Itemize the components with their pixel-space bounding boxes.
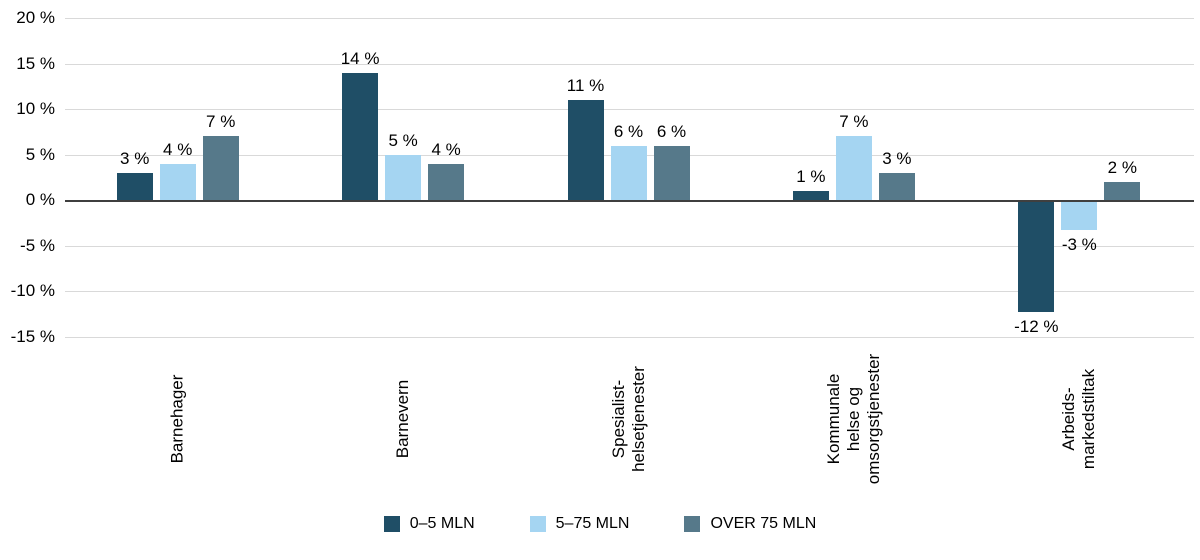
gridline	[65, 109, 1194, 111]
gridline	[65, 337, 1194, 338]
bar-value-label: 4 %	[163, 139, 193, 159]
bar-value-label: 3 %	[120, 148, 150, 168]
bar-barnevern-series-2	[428, 163, 465, 201]
bar-value-label: 6 %	[613, 121, 644, 141]
bar-kommunale-helse-og-omsorgstjenester-series-0	[792, 191, 829, 201]
y-tick-label: 0 %	[25, 190, 55, 210]
bar-barnehager-series-2	[202, 136, 239, 201]
legend-item-1: 5–75 MLN	[529, 515, 630, 532]
legend-label: OVER 75 MLN	[710, 515, 817, 532]
y-tick-label: -10 %	[10, 281, 55, 301]
y-tick-label: 10 %	[16, 99, 55, 119]
bar-barnevern-series-1	[385, 154, 422, 201]
y-tick-label: 20 %	[16, 8, 55, 27]
bar-arbeidsmarkedstiltak-series-0	[1018, 202, 1055, 312]
bar-barnehager-series-1	[159, 163, 196, 201]
bar-spesialisthelsetjenester-series-0	[567, 100, 604, 201]
bar-kommunale-helse-og-omsorgstjenester-series-1	[835, 136, 872, 201]
bar-value-label: 3 %	[882, 148, 912, 168]
category-label-text: Barnevern	[393, 379, 413, 459]
bar-kommunale-helse-og-omsorgstjenester-series-2	[878, 172, 915, 201]
category-label: Barnehager	[103, 343, 253, 495]
y-tick-label: 5 %	[25, 144, 55, 164]
category-label: Spesialist-helsetjenester	[554, 343, 704, 495]
bar-arbeidsmarkedstiltak-series-2	[1104, 182, 1141, 201]
legend-label: 5–75 MLN	[555, 515, 630, 532]
bar-value-label: -12 %	[1014, 316, 1059, 336]
bar-spesialisthelsetjenester-series-1	[610, 145, 647, 201]
gridline	[65, 291, 1194, 293]
bar-value-label: -3 %	[1061, 234, 1097, 254]
zero-axis-line	[65, 200, 1194, 203]
category-label-text: Kommunale helse og omsorgstjenester	[823, 353, 883, 485]
y-tick-label: 15 %	[16, 53, 55, 73]
bar-value-label: 4 %	[431, 139, 461, 159]
bar-spesialisthelsetjenester-series-2	[653, 145, 690, 201]
y-tick-label: -15 %	[10, 327, 55, 346]
bar-value-label: 1 %	[796, 167, 826, 187]
legend-item-2: OVER 75 MLN	[684, 516, 816, 532]
legend-swatch	[529, 516, 546, 532]
gridline	[65, 63, 1194, 65]
category-label: Kommunale helse og omsorgstjenester	[779, 343, 929, 495]
legend-swatch	[684, 516, 701, 532]
category-label-text: Arbeids-markedstiltak	[1059, 368, 1099, 470]
legend-label: 0–5 MLN	[409, 515, 475, 532]
bar-arbeidsmarkedstiltak-series-1	[1061, 202, 1098, 230]
y-tick-label: -5 %	[20, 235, 55, 255]
bar-barnevern-series-0	[342, 72, 379, 201]
bar-value-label: 2 %	[1107, 158, 1137, 178]
legend-item-0: 0–5 MLN	[383, 515, 475, 532]
bar-value-label: 7 %	[839, 112, 869, 132]
category-label: Barnevern	[328, 343, 478, 495]
bar-barnehager-series-0	[116, 172, 153, 201]
category-label-text: Barnehager	[167, 374, 187, 464]
bar-value-label: 11 %	[566, 76, 605, 96]
legend-swatch	[383, 516, 400, 532]
category-label-text: Spesialist-helsetjenester	[608, 366, 648, 472]
bar-value-label: 14 %	[340, 48, 380, 68]
category-label: Arbeids-markedstiltak	[1004, 343, 1154, 495]
bar-value-label: 5 %	[388, 130, 418, 150]
legend: 0–5 MLN 5–75 MLN OVER 75 MLN	[0, 516, 1200, 532]
bar-value-label: 7 %	[206, 112, 236, 132]
gridline	[65, 245, 1194, 247]
gridline	[65, 18, 1194, 19]
bar-value-label: 6 %	[656, 121, 687, 141]
